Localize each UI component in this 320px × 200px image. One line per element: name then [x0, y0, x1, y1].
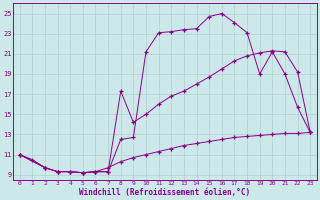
X-axis label: Windchill (Refroidissement éolien,°C): Windchill (Refroidissement éolien,°C) — [79, 188, 251, 197]
